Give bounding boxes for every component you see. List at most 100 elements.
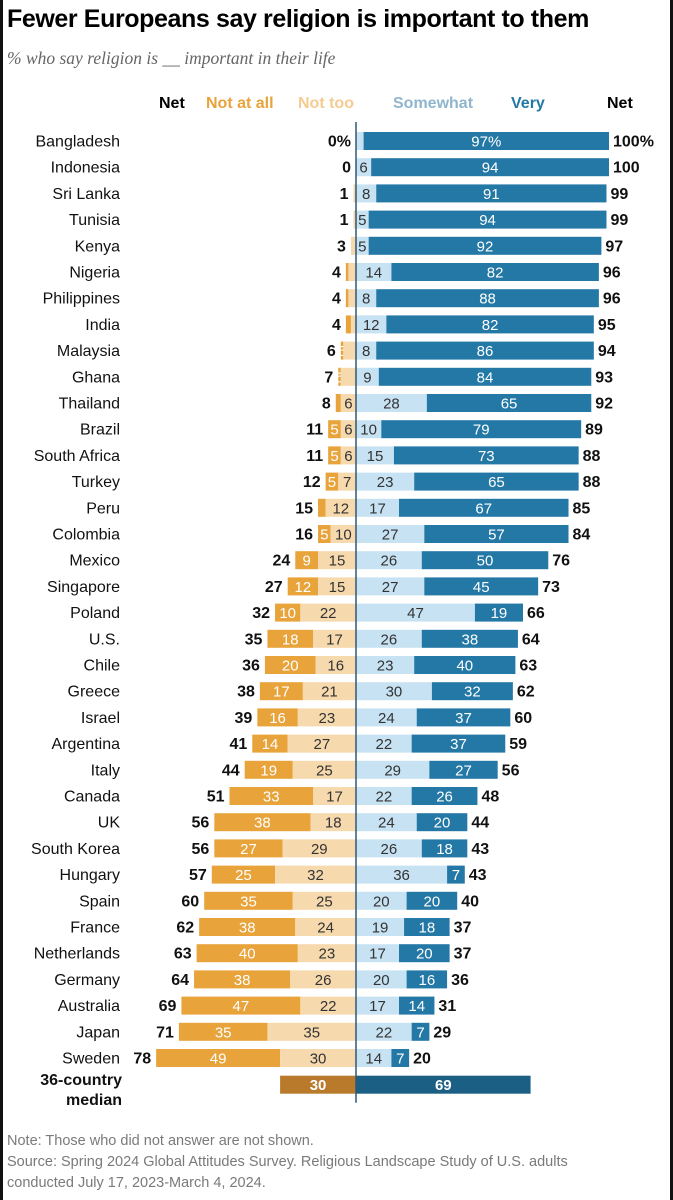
net-not-important-label: 41 xyxy=(229,736,247,753)
bar-very xyxy=(399,498,569,517)
net-important-label: 31 xyxy=(438,998,456,1015)
net-not-important-label: 11 xyxy=(306,422,323,439)
data-label-not-at-all: 47 xyxy=(233,998,250,1015)
data-label-somewhat: 36 xyxy=(393,867,410,884)
data-label-very: 86 xyxy=(477,343,494,360)
net-not-important-label: 71 xyxy=(156,1024,174,1041)
net-important-label: 60 xyxy=(514,710,532,727)
bar-not-at-all xyxy=(264,656,316,674)
country-label: Sweden xyxy=(62,1051,120,1068)
bar-very xyxy=(376,289,599,308)
data-label-not-too: 17 xyxy=(326,631,343,648)
net-not-important-label: 38 xyxy=(237,684,255,701)
bar-not-too xyxy=(348,263,356,281)
data-label-very: 73 xyxy=(478,448,495,465)
data-label-somewhat: 28 xyxy=(383,396,400,413)
bar-somewhat xyxy=(356,1022,412,1041)
net-important-label: 99 xyxy=(610,212,628,229)
bar-not-too xyxy=(350,315,356,334)
net-important-label: 20 xyxy=(413,1051,431,1068)
bar-somewhat xyxy=(356,682,432,701)
data-label-somewhat: 19 xyxy=(372,920,389,937)
net-important-label: 64 xyxy=(522,631,540,648)
data-label-very: 88 xyxy=(479,291,496,308)
country-label: Netherlands xyxy=(34,946,120,963)
net-not-important-label: 62 xyxy=(176,920,194,937)
bar-very xyxy=(429,760,498,779)
bar-very xyxy=(411,734,506,753)
bar-not-at-all xyxy=(335,394,341,412)
median-bar-not-important xyxy=(280,1075,356,1094)
country-label: Germany xyxy=(54,972,120,989)
bar-not-too xyxy=(318,551,356,570)
bar-somewhat xyxy=(356,446,394,465)
data-label-very: 94 xyxy=(479,212,496,229)
net-important-label: 62 xyxy=(517,684,535,701)
data-label-somewhat: 20 xyxy=(373,972,390,989)
country-label: Singapore xyxy=(47,579,120,596)
chart-subtitle: % who say religion is __ important in th… xyxy=(7,48,336,68)
bar-not-at-all xyxy=(345,263,349,281)
bar-not-too xyxy=(340,420,356,439)
bar-very xyxy=(414,656,516,674)
data-label-somewhat: 5 xyxy=(358,212,366,229)
data-label-not-at-all: 35 xyxy=(215,1024,232,1041)
bar-very xyxy=(406,891,458,910)
data-label-not-at-all: 10 xyxy=(279,605,296,622)
net-important-label: 88 xyxy=(583,448,601,465)
bar-very xyxy=(391,1049,410,1067)
source-line-2: conducted July 17, 2023-March 4, 2024. xyxy=(7,1175,266,1191)
bar-very xyxy=(399,996,435,1015)
net-not-important-label: 63 xyxy=(174,946,192,963)
data-label-not-at-all: 16 xyxy=(269,710,286,727)
net-not-important-label: 64 xyxy=(171,972,189,989)
bar-very xyxy=(416,813,468,832)
bar-very xyxy=(368,210,607,229)
bar-not-at-all xyxy=(181,996,301,1015)
bar-not-too xyxy=(315,656,356,674)
bar-not-too xyxy=(302,682,356,701)
header-not-too: Not too xyxy=(298,95,354,112)
net-not-important-label: 6 xyxy=(327,343,336,360)
bar-very xyxy=(399,944,450,963)
data-label-very: 18 xyxy=(436,841,453,858)
net-important-label: 40 xyxy=(461,893,479,910)
net-not-important-label: 44 xyxy=(222,762,240,779)
bar-not-at-all xyxy=(340,341,344,360)
net-not-important-label: 4 xyxy=(332,265,341,282)
net-important-label: 84 xyxy=(573,527,591,544)
data-label-not-too: 16 xyxy=(327,658,344,675)
bar-somewhat xyxy=(356,603,475,622)
data-label-somewhat: 27 xyxy=(382,579,399,596)
data-label-very: 45 xyxy=(473,579,490,596)
data-label-somewhat: 8 xyxy=(362,343,370,360)
data-label-not-at-all: 49 xyxy=(210,1051,227,1068)
data-label-somewhat: 20 xyxy=(373,893,390,910)
data-label-very: 79 xyxy=(473,422,490,439)
median-label-line-2: median xyxy=(66,1092,122,1109)
bar-somewhat xyxy=(356,184,377,203)
bar-not-too xyxy=(280,1049,356,1067)
bar-very xyxy=(376,184,607,203)
bar-somewhat xyxy=(356,891,407,910)
note-text: Note: Those who did not answer are not s… xyxy=(7,1133,314,1149)
data-label-not-at-all: 5 xyxy=(338,343,346,360)
data-label-somewhat: 8 xyxy=(362,291,370,308)
data-label-not-too: 24 xyxy=(317,920,334,937)
bar-very xyxy=(447,865,465,884)
data-label-not-too: 35 xyxy=(303,1024,320,1041)
chart-title: Fewer Europeans say religion is importan… xyxy=(7,5,589,33)
data-label-not-at-all: 38 xyxy=(254,815,271,832)
bar-very xyxy=(474,603,523,622)
data-label-not-at-all: 5 xyxy=(328,474,336,491)
bar-not-too xyxy=(340,367,356,386)
net-not-important-label: 51 xyxy=(207,789,225,806)
data-label-somewhat: 23 xyxy=(377,658,394,675)
data-label-not-too: 29 xyxy=(311,841,328,858)
net-important-label: 97 xyxy=(605,238,623,255)
bar-somewhat xyxy=(356,760,430,779)
bar-somewhat xyxy=(356,577,425,596)
bar-somewhat xyxy=(356,525,425,543)
net-important-label: 48 xyxy=(481,789,499,806)
